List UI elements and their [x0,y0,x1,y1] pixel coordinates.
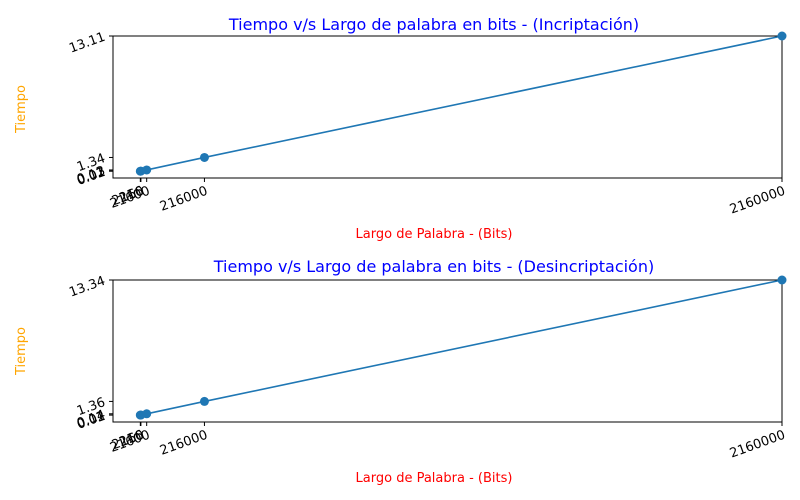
chart-decryption: Tiempo v/s Largo de palabra en bits - (D… [14,257,787,486]
chart-title: Tiempo v/s Largo de palabra en bits - (D… [213,257,654,276]
plot-frame [112,279,783,423]
x-axis-label: Largo de Palabra - (Bits) [356,227,513,242]
x-tick-label: 2160000 [728,428,788,462]
x-tick-label: 2160000 [728,184,788,218]
plot-frame [112,35,783,179]
data-point [777,31,787,41]
data-point [142,409,152,419]
data-point [142,165,152,175]
chart-title: Tiempo v/s Largo de palabra en bits - (I… [228,15,639,34]
y-axis-label: Tiempo [14,327,29,376]
series-line [140,279,783,416]
data-point [199,152,209,162]
data-point [199,396,209,406]
mark-layer [135,275,787,420]
y-tick-label: 13.11 [67,30,107,57]
mark-layer [135,31,787,176]
series-line [140,35,783,172]
x-tick-label: 216000 [158,428,210,459]
data-point [777,275,787,285]
chart-encryption: Tiempo v/s Largo de palabra en bits - (I… [14,15,787,242]
y-tick-label: 13.34 [67,274,107,301]
y-axis-label: Tiempo [14,85,29,134]
x-tick-label: 216000 [158,184,210,215]
x-axis-label: Largo de Palabra - (Bits) [356,471,513,486]
